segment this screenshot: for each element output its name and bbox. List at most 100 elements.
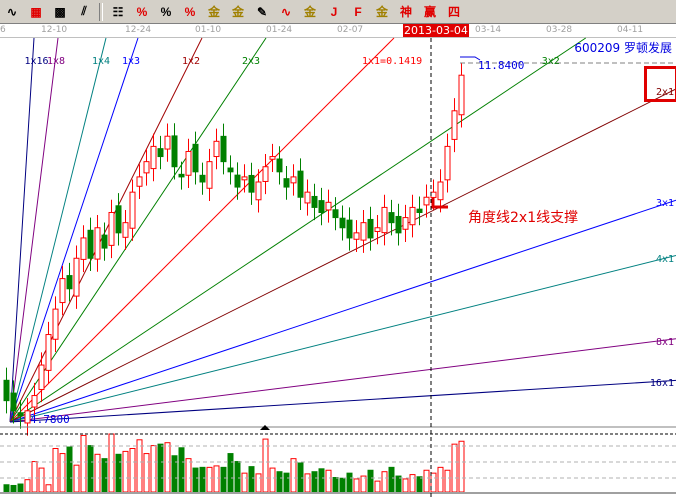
candle-body: [367, 218, 374, 239]
volume-bar: [374, 480, 381, 493]
candle-body: [276, 158, 283, 173]
volume-bar: [381, 471, 388, 493]
support-marker: [431, 198, 448, 209]
volume-bar: [276, 471, 283, 493]
candle-body: [171, 135, 178, 168]
candle-body: [423, 196, 430, 206]
four-fan-icon[interactable]: 四: [447, 5, 460, 19]
gann-line: [9, 37, 139, 423]
gann-line-label: 1x8: [47, 56, 66, 67]
current-date-label: 2013-03-04: [403, 24, 469, 37]
candle-body: [185, 150, 192, 176]
candle-body: [206, 161, 213, 189]
percent-line-icon[interactable]: %: [136, 4, 148, 19]
f-fan-icon[interactable]: F: [354, 4, 362, 19]
candle-body: [444, 145, 451, 181]
volume-bar: [213, 465, 220, 493]
candle-body: [430, 191, 437, 198]
win-fan-icon[interactable]: 赢: [423, 5, 436, 19]
god-fan-icon[interactable]: 神: [399, 5, 412, 19]
high-marker: [460, 56, 481, 61]
candle-body: [241, 176, 248, 181]
volume-bar: [115, 453, 122, 493]
drawing-toolbar: ∿ ▦ ▩ ⫽ ☷%%% 金金 ✎ ∿ 金 J F 金神赢四: [0, 0, 676, 24]
volume-bar: [248, 466, 255, 493]
candle-body: [388, 212, 395, 224]
parallel-lines-icon[interactable]: ⫽: [81, 4, 87, 18]
candle-body: [283, 178, 290, 188]
date-axis: 6 12-10 12-24 01-10 01-24 02-07 2013-03-…: [0, 24, 676, 38]
volume-bar: [199, 466, 206, 493]
fibonacci-icon[interactable]: ☷: [112, 4, 124, 19]
pen-icon[interactable]: ✎: [256, 4, 268, 19]
volume-bar: [318, 468, 325, 493]
candle-body: [87, 229, 94, 259]
date-label: 02-07: [337, 25, 364, 35]
candle-body: [45, 334, 52, 371]
gann-line-label: 16x1: [649, 378, 674, 390]
volume-bar: [171, 455, 178, 493]
percent-icon[interactable]: %: [160, 4, 172, 19]
volume-bar: [325, 469, 332, 493]
wave-icon[interactable]: ∿: [280, 4, 292, 19]
date-label: 03-14: [475, 25, 502, 35]
volume-bar: [234, 461, 241, 493]
candle-body: [10, 392, 17, 412]
volume-bar: [129, 448, 136, 493]
grid-box-icon[interactable]: ▩: [54, 4, 66, 19]
candle-body: [227, 167, 234, 173]
candle-body: [143, 161, 150, 174]
percent-levels-icon[interactable]: %: [184, 4, 196, 19]
candle-body: [220, 135, 227, 163]
volume-bar: [430, 472, 437, 493]
gold-fan-icon[interactable]: 金: [375, 5, 388, 19]
volume-bar: [178, 447, 185, 493]
candle-body: [24, 410, 31, 424]
volume-bar: [220, 466, 227, 493]
gann-line-label: 2x3: [242, 56, 261, 67]
gann-line-label: 1x16: [24, 56, 49, 67]
date-label: 6: [0, 25, 6, 35]
volume-bar: [269, 467, 276, 493]
candle-body: [381, 206, 388, 234]
candle-body: [17, 412, 24, 417]
gann-line-label: 1x3: [122, 56, 141, 67]
candle-body: [52, 308, 59, 340]
volume-bar: [59, 453, 66, 493]
gann-line: [9, 37, 586, 423]
candle-body: [94, 227, 101, 260]
j-fan-icon[interactable]: J: [330, 4, 338, 19]
volume-bar: [451, 443, 458, 493]
volume-bar: [458, 440, 465, 493]
volume-bar: [192, 467, 199, 493]
volume-bar: [255, 473, 262, 493]
volume-bar: [87, 445, 94, 493]
candle-body: [458, 74, 465, 116]
gold-line-icon[interactable]: 金: [303, 5, 316, 19]
candle-body: [164, 135, 171, 150]
candle-body: [157, 148, 164, 158]
volume-bar: [402, 478, 409, 493]
volume-bar: [409, 474, 416, 493]
grid-icon[interactable]: ▦: [30, 4, 42, 19]
candle-body: [311, 195, 318, 208]
volume-bar: [73, 464, 80, 493]
candle-body: [395, 215, 402, 234]
volume-bar: [136, 439, 143, 493]
gold-circle-icon[interactable]: 金: [207, 5, 220, 19]
gann-line: [9, 255, 676, 423]
volume-bar: [157, 443, 164, 493]
stock-code: 600209: [574, 41, 621, 55]
candle-body: [402, 217, 409, 230]
candle-body: [269, 156, 276, 160]
gann-line: [9, 37, 35, 423]
candle-body: [304, 191, 311, 204]
candle-body: [136, 176, 143, 187]
volume-bar: [416, 476, 423, 493]
stock-name: 罗顿发展: [623, 41, 672, 55]
date-label: 12-10: [41, 25, 68, 35]
gann-line: [9, 37, 203, 423]
gold-levels-icon[interactable]: 金: [231, 5, 244, 19]
line-tool-icon[interactable]: ∿: [6, 4, 18, 19]
